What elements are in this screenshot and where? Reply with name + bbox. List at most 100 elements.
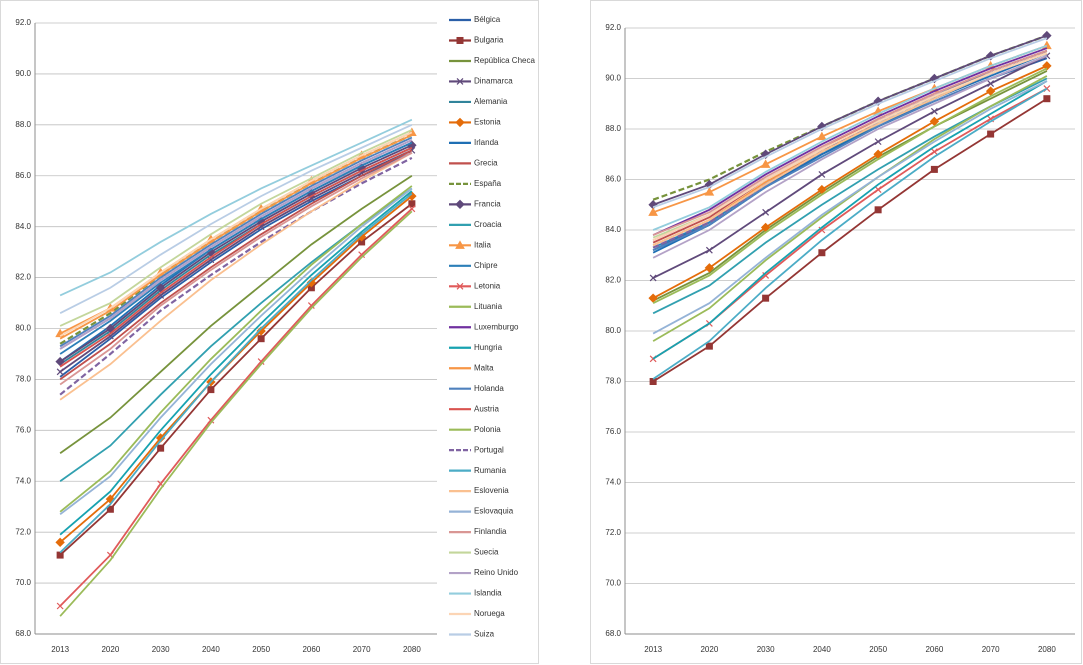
series-line — [59, 152, 413, 401]
y-tick-label: 78.0 — [605, 377, 621, 386]
marker — [1042, 30, 1052, 41]
marker — [817, 131, 827, 141]
series-line — [652, 65, 1048, 299]
series-line — [59, 156, 413, 396]
y-tick-label: 72.0 — [605, 528, 621, 537]
legend-label: Letonia — [474, 281, 501, 290]
series-line — [59, 149, 413, 373]
series-line — [652, 54, 1048, 279]
left-panel — [0, 0, 539, 664]
marker — [762, 208, 770, 216]
series-line — [59, 146, 413, 368]
marker — [408, 205, 416, 213]
legend-label: República Checa — [474, 56, 535, 65]
marker — [56, 368, 64, 376]
y-tick-label: 82.0 — [15, 273, 31, 282]
y-tick-label: 86.0 — [15, 171, 31, 180]
series-line — [652, 47, 1048, 236]
y-tick-label: 84.0 — [605, 225, 621, 234]
marker — [929, 116, 940, 127]
legend-marker — [455, 117, 465, 128]
legend-label: Eslovaquia — [474, 507, 514, 516]
series-line — [59, 208, 413, 607]
legend-label: Bélgica — [474, 15, 501, 24]
series-line — [59, 190, 413, 536]
y-tick-label: 86.0 — [605, 175, 621, 184]
legend-marker — [455, 240, 465, 249]
legend-label: Reino Unido — [474, 568, 519, 577]
x-tick-label: 2070 — [982, 645, 1000, 654]
x-tick-label: 2030 — [152, 645, 170, 654]
legend-label: Hungria — [474, 343, 503, 352]
legend-marker — [456, 78, 464, 85]
x-tick-label: 2050 — [252, 645, 270, 654]
marker — [356, 232, 367, 242]
marker — [207, 416, 215, 424]
series-line — [652, 67, 1048, 305]
marker — [648, 207, 658, 216]
y-tick-label: 74.0 — [605, 478, 621, 487]
marker — [56, 602, 64, 610]
marker — [649, 378, 657, 385]
marker — [257, 358, 265, 366]
legend-label: Lituania — [474, 302, 503, 311]
marker — [930, 107, 938, 115]
x-tick-label: 2050 — [869, 645, 887, 654]
marker — [1042, 61, 1052, 71]
y-tick-label: 92.0 — [605, 23, 621, 32]
series-line — [652, 80, 1048, 360]
marker — [987, 80, 995, 87]
legend-label: Bulgaria — [474, 36, 504, 45]
series-line — [59, 118, 413, 297]
legend-label: Estonia — [474, 118, 501, 127]
y-tick-label: 76.0 — [605, 427, 621, 436]
legend-marker — [455, 199, 465, 210]
x-tick-label: 2080 — [1038, 645, 1056, 654]
series-line — [59, 139, 413, 350]
marker — [874, 138, 882, 146]
marker — [649, 274, 657, 282]
legend-label: Luxemburgo — [474, 322, 519, 331]
legend-label: Croacia — [474, 220, 502, 229]
legend-label: Polonia — [474, 425, 501, 434]
right-panel — [590, 0, 1082, 664]
marker — [704, 263, 715, 273]
x-tick-label: 2013 — [51, 645, 69, 654]
x-tick-label: 2030 — [757, 645, 775, 654]
series-line — [652, 70, 1048, 302]
marker — [306, 277, 317, 288]
marker — [874, 206, 882, 214]
series-line — [652, 75, 1048, 342]
series-line — [652, 80, 1048, 335]
x-tick-label: 2013 — [644, 645, 662, 654]
series-line — [652, 34, 1048, 206]
marker — [817, 121, 827, 132]
series-line — [652, 54, 1048, 259]
series-line — [59, 203, 413, 556]
legend-label: Francia — [474, 199, 501, 208]
marker — [704, 187, 715, 196]
x-tick-label: 2060 — [302, 645, 320, 654]
legend-label: Chipre — [474, 261, 498, 270]
series-line — [59, 152, 413, 386]
marker — [157, 444, 165, 452]
marker — [257, 335, 265, 343]
series-line — [59, 185, 413, 513]
marker — [760, 159, 771, 168]
marker — [55, 356, 65, 367]
x-tick-label: 2040 — [813, 645, 831, 654]
series-line — [652, 87, 1048, 380]
marker — [987, 130, 995, 138]
series-line — [59, 134, 413, 340]
marker — [930, 148, 938, 156]
marker — [762, 272, 770, 279]
legend-label: Austria — [474, 404, 499, 413]
series-line — [652, 49, 1048, 236]
marker — [56, 551, 64, 559]
marker — [55, 537, 65, 548]
legend-label: Irlanda — [474, 138, 499, 147]
marker — [705, 246, 713, 254]
marker — [818, 171, 826, 178]
legend-label: Finlandia — [474, 527, 507, 536]
